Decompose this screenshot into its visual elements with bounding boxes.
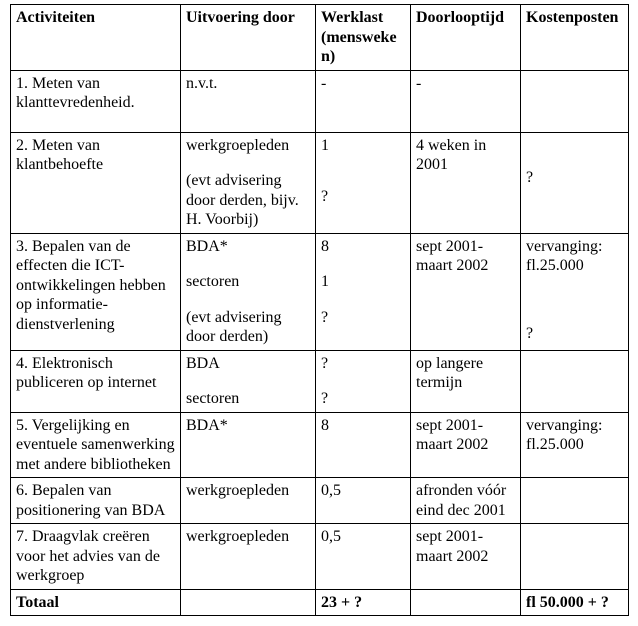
cell-doorlooptijd: - (411, 70, 521, 132)
cell-activiteiten: 1. Meten van klanttevredenheid. (11, 70, 181, 132)
col-header-activiteiten: Activiteiten (11, 5, 181, 71)
table-row: 3. Bepalen van de effecten die ICT- ontw… (11, 233, 629, 350)
table-total-row: Totaal 23 + ? fl 50.000 + ? (11, 589, 629, 616)
activities-table: Activiteiten Uitvoering door Werklast (m… (10, 4, 629, 616)
text: (evt advisering door derden) (186, 308, 310, 347)
cell-werklast: ? ? (316, 350, 411, 412)
text: sectoren (186, 389, 310, 409)
table-row: 2. Meten van klantbehoefte werkgroeplede… (11, 132, 629, 233)
cell-doorlooptijd: sept 2001-maart 2002 (411, 412, 521, 478)
cell-kosten: ? (521, 132, 629, 233)
total-doorlooptijd (411, 589, 521, 616)
text: 1 (321, 136, 405, 156)
cell-kosten (521, 70, 629, 132)
text: BDA (186, 354, 310, 374)
text: BDA* (186, 237, 310, 257)
text: ? (321, 354, 405, 374)
cell-werklast: 1 ? (316, 132, 411, 233)
cell-doorlooptijd: 4 weken in 2001 (411, 132, 521, 233)
cell-doorlooptijd: op langere termijn (411, 350, 521, 412)
total-label: Totaal (11, 589, 181, 616)
total-kosten: fl 50.000 + ? (521, 589, 629, 616)
table-row: 7. Draagvlak creëren voor het advies van… (11, 524, 629, 590)
total-werklast: 23 + ? (316, 589, 411, 616)
cell-werklast: 8 1 ? (316, 233, 411, 350)
cell-activiteiten: 2. Meten van klantbehoefte (11, 132, 181, 233)
text: ? (321, 308, 405, 328)
cell-uitvoering: BDA sectoren (181, 350, 316, 412)
cell-activiteiten: 3. Bepalen van de effecten die ICT- ontw… (11, 233, 181, 350)
text: ? (526, 324, 623, 344)
table-row: 4. Elektronisch publiceren op internet B… (11, 350, 629, 412)
text: 8 (321, 237, 405, 257)
cell-uitvoering: BDA* (181, 412, 316, 478)
cell-uitvoering: BDA* sectoren (evt advisering door derde… (181, 233, 316, 350)
text: 1. Meten van klanttevredenheid. (16, 75, 135, 112)
text: ? (321, 389, 405, 409)
cell-doorlooptijd: afronden vóór eind dec 2001 (411, 478, 521, 524)
text: sectoren (186, 272, 310, 292)
table-row: 5. Vergelijking en eventuele samenwerkin… (11, 412, 629, 478)
col-header-doorlooptijd: Doorlooptijd (411, 5, 521, 71)
text: ? (526, 168, 623, 188)
cell-kosten (521, 524, 629, 590)
cell-kosten (521, 478, 629, 524)
total-uitvoering (181, 589, 316, 616)
cell-uitvoering: n.v.t. (181, 70, 316, 132)
text: ? (321, 187, 405, 207)
cell-werklast: 0,5 (316, 524, 411, 590)
col-header-werklast: Werklast (mensweken) (316, 5, 411, 71)
table-header-row: Activiteiten Uitvoering door Werklast (m… (11, 5, 629, 71)
cell-uitvoering: werkgroepleden (181, 478, 316, 524)
cell-activiteiten: 5. Vergelijking en eventuele samenwerkin… (11, 412, 181, 478)
text: vervanging: fl.25.000 (526, 237, 623, 276)
cell-werklast: - (316, 70, 411, 132)
cell-activiteiten: 4. Elektronisch publiceren op internet (11, 350, 181, 412)
cell-activiteiten: 7. Draagvlak creëren voor het advies van… (11, 524, 181, 590)
cell-kosten: vervanging: fl.25.000 ? (521, 233, 629, 350)
cell-kosten (521, 350, 629, 412)
table-row: 1. Meten van klanttevredenheid. n.v.t. -… (11, 70, 629, 132)
col-header-uitvoering: Uitvoering door (181, 5, 316, 71)
text: werkgroepleden (186, 136, 310, 156)
table-row: 6. Bepalen van positionering van BDA wer… (11, 478, 629, 524)
cell-uitvoering: werkgroepleden (181, 524, 316, 590)
cell-activiteiten: 6. Bepalen van positionering van BDA (11, 478, 181, 524)
text: (evt advisering door derden, bijv. H. Vo… (186, 171, 310, 230)
cell-werklast: 8 (316, 412, 411, 478)
cell-doorlooptijd: sept 2001-maart 2002 (411, 233, 521, 350)
cell-uitvoering: werkgroepleden (evt advisering door derd… (181, 132, 316, 233)
cell-werklast: 0,5 (316, 478, 411, 524)
cell-doorlooptijd: sept 2001-maart 2002 (411, 524, 521, 590)
cell-kosten: vervanging: fl.25.000 (521, 412, 629, 478)
text: 1 (321, 272, 405, 292)
col-header-kosten: Kostenposten (521, 5, 629, 71)
